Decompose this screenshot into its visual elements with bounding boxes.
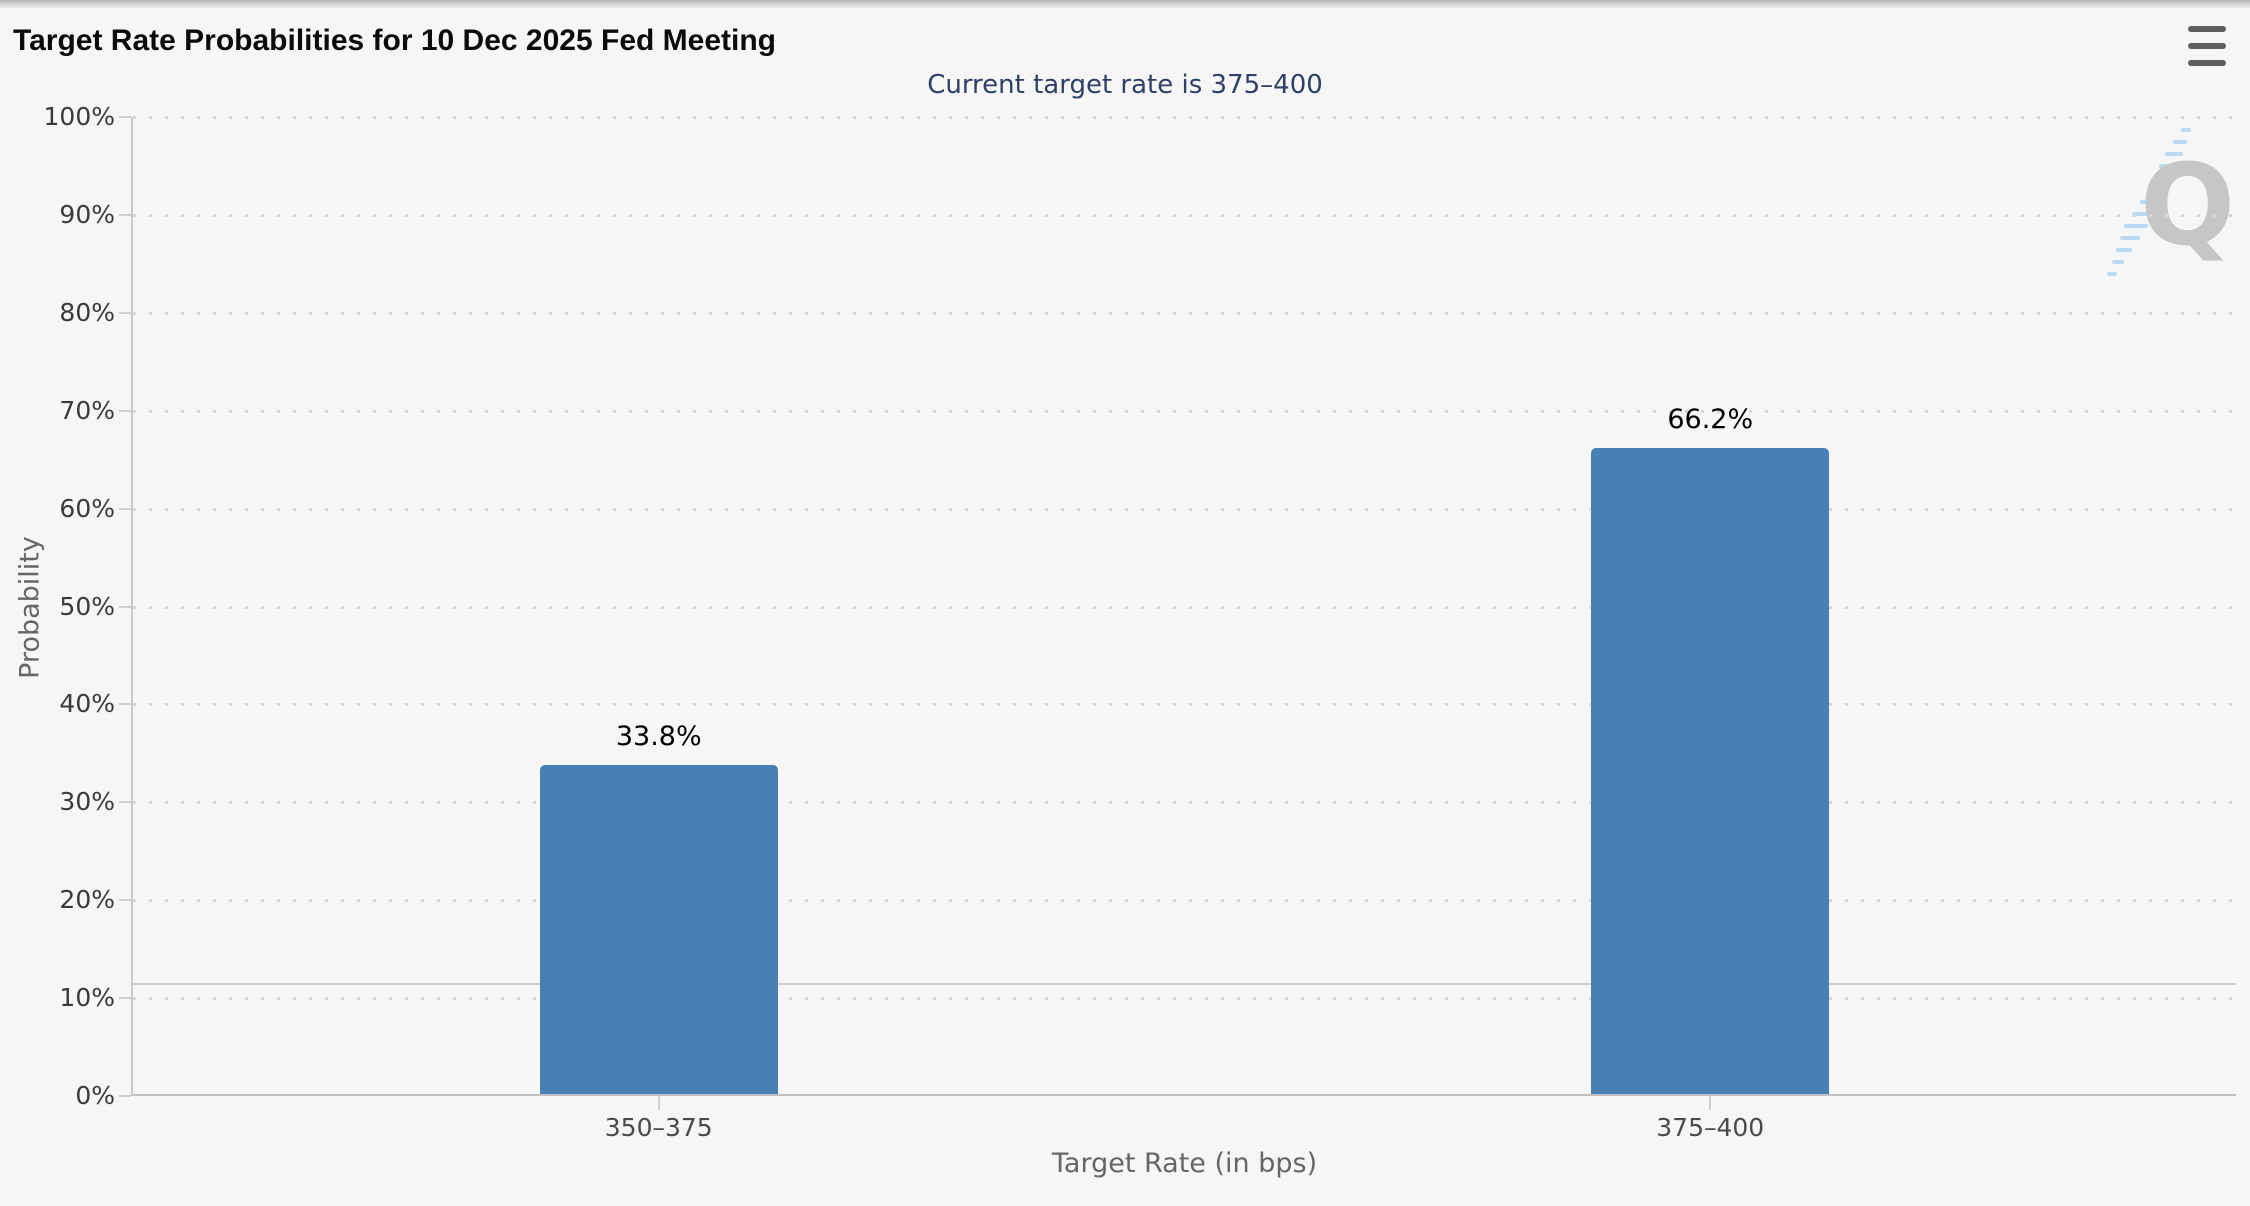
y-gridline bbox=[133, 311, 2236, 315]
y-gridline bbox=[133, 605, 2236, 609]
y-axis-tick bbox=[119, 997, 131, 1000]
chart-title: Target Rate Probabilities for 10 Dec 202… bbox=[13, 24, 777, 57]
y-axis-label: 0% bbox=[75, 1081, 115, 1110]
y-axis-label: 90% bbox=[59, 199, 115, 229]
y-axis-tick bbox=[119, 409, 131, 412]
y-axis-line bbox=[131, 117, 133, 1096]
bar-value-label: 33.8% bbox=[615, 721, 702, 753]
y-axis-tick bbox=[119, 801, 131, 804]
bar-value-label: 66.2% bbox=[1667, 403, 1754, 435]
y-axis-label: 40% bbox=[59, 689, 115, 719]
x-axis-label: 375–400 bbox=[1656, 1113, 1765, 1142]
y-axis-label: 20% bbox=[59, 885, 115, 915]
bar-350-375[interactable] bbox=[539, 765, 778, 1094]
x-axis-tick bbox=[1709, 1096, 1712, 1110]
y-axis-label: 100% bbox=[43, 102, 115, 131]
reference-line bbox=[133, 983, 2236, 986]
y-axis-tick bbox=[119, 899, 131, 902]
y-gridline bbox=[133, 409, 2236, 413]
y-gridline bbox=[133, 116, 2236, 120]
hamburger-menu-icon bbox=[2188, 60, 2226, 66]
y-gridline bbox=[133, 507, 2236, 511]
y-axis-tick bbox=[119, 605, 131, 608]
x-axis-title: Target Rate (in bps) bbox=[1051, 1148, 1318, 1179]
y-axis-title: Probability bbox=[14, 536, 46, 679]
y-gridline bbox=[133, 801, 2236, 805]
y-axis-label: 50% bbox=[59, 591, 115, 621]
window-top-edge bbox=[0, 0, 2250, 8]
y-axis-label: 60% bbox=[59, 493, 115, 523]
chart-context-menu-button[interactable] bbox=[2188, 26, 2234, 66]
y-axis-tick bbox=[119, 507, 131, 510]
x-axis-tick bbox=[657, 1096, 660, 1110]
y-gridline bbox=[133, 997, 2236, 1001]
plot-area: 0% 10% 20% 30% 40% 50% 60% 70% 80% 90% 100% 33.8% 35… bbox=[44, 104, 2236, 1142]
y-axis-tick bbox=[119, 703, 131, 706]
hamburger-menu-icon bbox=[2188, 26, 2226, 32]
y-axis-label: 70% bbox=[59, 395, 115, 425]
y-axis-label: 80% bbox=[59, 297, 115, 327]
y-axis-tick bbox=[119, 311, 131, 314]
hamburger-menu-icon bbox=[2188, 43, 2226, 49]
y-axis-tick bbox=[119, 213, 131, 216]
y-axis-tick bbox=[119, 1095, 131, 1097]
y-gridline bbox=[133, 703, 2236, 707]
y-gridline bbox=[133, 213, 2236, 217]
bar-375-400[interactable] bbox=[1591, 447, 1830, 1094]
y-axis-label: 30% bbox=[59, 787, 115, 817]
x-axis-line bbox=[133, 1094, 2236, 1096]
x-axis-label: 350–375 bbox=[604, 1113, 713, 1142]
y-gridline bbox=[133, 899, 2236, 903]
chart-subtitle: Current target rate is 375–400 bbox=[927, 70, 1323, 100]
y-axis-tick bbox=[119, 116, 131, 119]
y-axis-label: 10% bbox=[59, 983, 115, 1013]
